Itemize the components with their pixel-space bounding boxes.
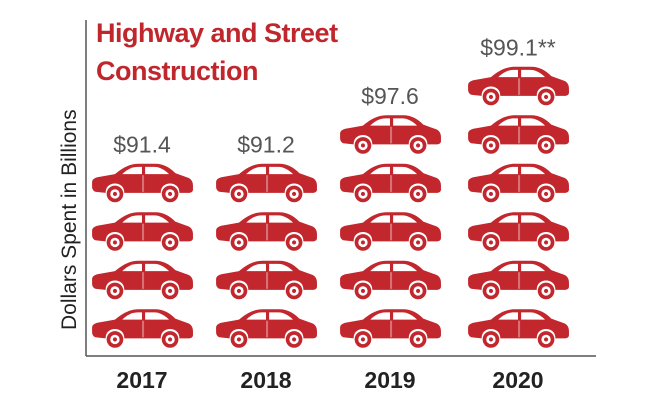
x-tick-label-2019: 2019 [364, 367, 415, 393]
car-icon [340, 260, 441, 300]
bar-2019 [340, 115, 441, 348]
car-icon [92, 212, 193, 251]
car-icon [468, 115, 569, 154]
bar-2018 [216, 163, 317, 348]
x-tick-label-2020: 2020 [492, 367, 543, 393]
x-tick-label-2017: 2017 [116, 367, 167, 393]
bar-2020 [468, 66, 569, 348]
car-icon [468, 309, 569, 348]
chart-title-line-2: Construction [96, 56, 259, 86]
car-icon [468, 260, 569, 300]
x-tick-label-2018: 2018 [240, 367, 291, 393]
car-icon [340, 212, 441, 251]
car-icon [340, 163, 441, 203]
bar-2017 [92, 163, 193, 348]
car-icon [340, 309, 441, 348]
chart-title-line-1: Highway and Street [96, 18, 338, 48]
car-icon [216, 212, 317, 251]
car-icon [216, 309, 317, 348]
value-label-2020: $99.1** [480, 35, 556, 61]
value-label-2017: $91.4 [113, 132, 171, 158]
car-icon [468, 163, 569, 203]
car-icon [340, 115, 441, 154]
car-icon [92, 260, 193, 300]
value-label-2018: $91.2 [237, 132, 295, 158]
car-icon [216, 163, 317, 203]
car-icon [92, 163, 193, 203]
value-label-2019: $97.6 [361, 83, 419, 109]
car-icon [216, 260, 317, 300]
car-icon [92, 309, 193, 348]
car-icon [468, 212, 569, 251]
car-icon [468, 66, 569, 106]
